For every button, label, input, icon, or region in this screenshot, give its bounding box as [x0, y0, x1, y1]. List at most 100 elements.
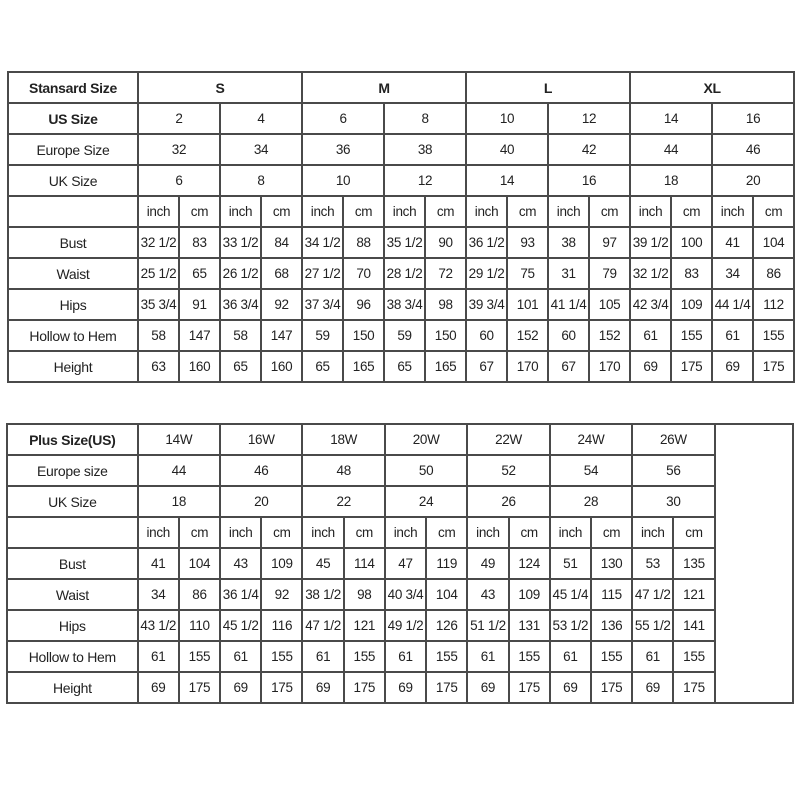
size-value: 14 — [465, 164, 550, 197]
size-value: 10 — [301, 164, 386, 197]
row-label: Hips — [7, 288, 139, 321]
measure-value: 61 — [219, 640, 263, 673]
measure-value: 61 — [711, 319, 755, 352]
measure-value: 34 — [136, 578, 180, 611]
row-label: Europe size — [6, 454, 139, 487]
measure-value: 70 — [342, 257, 386, 290]
measure-value: 92 — [260, 578, 304, 611]
measure-value: 170 — [588, 350, 632, 383]
unit-label: inch — [219, 516, 263, 549]
measure-value: 26 1/2 — [219, 257, 262, 290]
plus-size-header: 24W — [548, 423, 634, 456]
measure-value: 39 1/2 — [629, 226, 673, 259]
unit-label: inch — [711, 195, 755, 228]
measure-value: 131 — [507, 609, 551, 642]
size-value: 56 — [631, 454, 716, 487]
size-value: 18 — [136, 485, 222, 518]
measure-value: 25 1/2 — [137, 257, 180, 290]
size-value: 10 — [465, 102, 550, 135]
measure-value: 55 1/2 — [631, 609, 675, 642]
units-row: inch cm inch cm inch cm inch cm inch cm inch cm inch… — [7, 195, 796, 228]
size-value: 6 — [137, 164, 221, 197]
measure-value: 105 — [588, 288, 632, 321]
measure-value: 92 — [259, 288, 304, 321]
measure-value: 34 — [711, 257, 755, 290]
size-value: 20 — [219, 485, 304, 518]
measure-value: 112 — [752, 288, 796, 321]
measure-value: 38 — [547, 226, 591, 259]
size-value: 4 — [218, 102, 304, 135]
measure-value: 43 — [219, 547, 263, 580]
measure-value: 47 1/2 — [631, 578, 675, 611]
measure-row: Hips 35 3/4 91 36 3/4 92 37 3/4 96 38 3/4 98 39 3… — [7, 288, 796, 321]
size-value: 44 — [136, 454, 222, 487]
plus-size-header: 20W — [383, 423, 469, 456]
measure-value: 155 — [672, 640, 716, 673]
measure-value: 69 — [711, 350, 755, 383]
row-label: Bust — [7, 226, 139, 259]
unit-label: cm — [507, 516, 551, 549]
size-value: 28 — [548, 485, 634, 518]
measure-value: 98 — [424, 288, 468, 321]
unit-label: inch — [383, 516, 428, 549]
size-value: 16 — [711, 102, 796, 135]
measure-value: 45 — [301, 547, 345, 580]
measure-value: 155 — [752, 319, 796, 352]
measure-value: 100 — [670, 226, 714, 259]
measure-value: 97 — [588, 226, 632, 259]
measure-value: 69 — [629, 350, 673, 383]
measure-value: 31 — [547, 257, 591, 290]
measure-value: 88 — [342, 226, 386, 259]
header-label: Plus Size(US) — [6, 423, 139, 456]
measure-value: 104 — [425, 578, 469, 611]
size-value: 52 — [466, 454, 551, 487]
measure-value: 29 1/2 — [465, 257, 509, 290]
measure-value: 32 1/2 — [137, 226, 180, 259]
measure-row: Height 69 175 69 175 69 175 69 175 69 175 69 175 69 17… — [6, 671, 793, 704]
measure-value: 160 — [259, 350, 304, 383]
measure-value: 43 1/2 — [136, 609, 180, 642]
size-group-header: L — [465, 71, 632, 104]
measure-value: 69 — [219, 671, 263, 704]
measure-value: 175 — [425, 671, 469, 704]
measure-value: 58 — [219, 319, 262, 352]
measure-value: 175 — [670, 350, 714, 383]
plus-size-header: 16W — [219, 423, 304, 456]
size-row: Europe size 44 46 48 50 52 54 56 — [6, 454, 793, 487]
size-value: 12 — [383, 164, 468, 197]
measure-value: 115 — [589, 578, 634, 611]
size-value: 8 — [383, 102, 468, 135]
measure-value: 141 — [672, 609, 716, 642]
measure-value: 130 — [589, 547, 634, 580]
unit-label: cm — [260, 516, 304, 549]
row-label: Hollow to Hem — [6, 640, 139, 673]
size-value: 48 — [301, 454, 386, 487]
unit-label: inch — [136, 516, 180, 549]
measure-value: 109 — [670, 288, 714, 321]
measure-value: 58 — [137, 319, 180, 352]
measure-value: 86 — [752, 257, 796, 290]
measure-value: 69 — [136, 671, 180, 704]
unit-label: cm — [588, 195, 632, 228]
measure-value: 69 — [631, 671, 675, 704]
measure-value: 175 — [177, 671, 222, 704]
measure-value: 155 — [177, 640, 222, 673]
size-value: 46 — [711, 133, 796, 166]
measure-value: 37 3/4 — [301, 288, 345, 321]
measure-value: 61 — [301, 640, 345, 673]
measure-value: 35 3/4 — [137, 288, 180, 321]
standard-size-table: Stansard Size S M L XL US Size 2 4 6 8 10 12 14 16 Eur… — [7, 71, 796, 383]
measure-value: 36 1/2 — [465, 226, 509, 259]
unit-label: inch — [219, 195, 262, 228]
measure-value: 59 — [383, 319, 427, 352]
measure-value: 104 — [752, 226, 796, 259]
units-row: inch cm inch cm inch cm inch cm inch cm inch cm inch… — [6, 516, 793, 549]
size-value: 50 — [383, 454, 469, 487]
measure-value: 47 1/2 — [301, 609, 345, 642]
measure-value: 41 — [711, 226, 755, 259]
size-value: 30 — [631, 485, 716, 518]
measure-value: 110 — [177, 609, 222, 642]
size-value: 46 — [219, 454, 304, 487]
measure-value: 41 — [136, 547, 180, 580]
row-label: Waist — [7, 257, 139, 290]
